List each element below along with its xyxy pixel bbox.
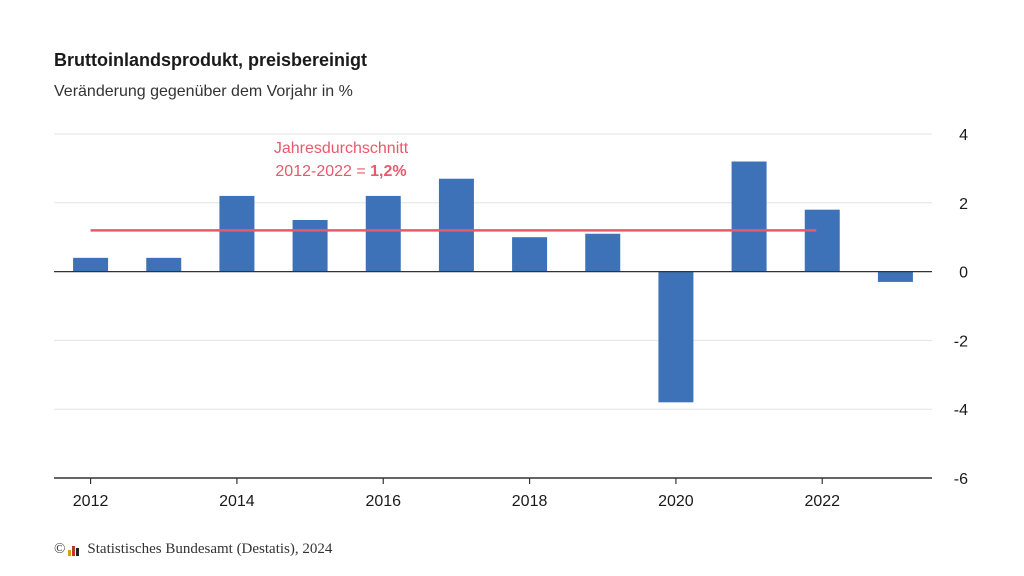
copyright-symbol: © bbox=[54, 541, 66, 557]
bar-2022 bbox=[804, 209, 840, 272]
average-label-line1: Jahresdurchschnitt bbox=[274, 140, 409, 157]
axes bbox=[54, 271, 932, 484]
x-tick-label: 2012 bbox=[73, 493, 109, 510]
y-tick-label: 0 bbox=[959, 265, 968, 282]
average-label-prefix: 2012-2022 = bbox=[275, 163, 370, 180]
bar-2015 bbox=[292, 220, 328, 272]
y-tick-label: -6 bbox=[954, 471, 968, 488]
x-tick-label: 2020 bbox=[658, 493, 694, 510]
chart-title: Bruttoinlandsprodukt, preisbereinigt bbox=[54, 50, 368, 70]
x-tick-label: 2022 bbox=[804, 493, 840, 510]
y-tick-label: 2 bbox=[959, 196, 968, 213]
x-tick-label: 2016 bbox=[365, 493, 401, 510]
bar-2023 bbox=[877, 271, 913, 282]
logo-bar-2 bbox=[72, 545, 76, 556]
average-label-value: 1,2% bbox=[370, 163, 406, 180]
bar-2017 bbox=[438, 178, 474, 272]
bar-2016 bbox=[365, 195, 401, 272]
logo-bar-1 bbox=[68, 549, 72, 556]
grid-lines bbox=[54, 133, 932, 410]
chart-subtitle: Veränderung gegenüber dem Vorjahr in % bbox=[54, 83, 353, 100]
y-tick-label: -2 bbox=[954, 333, 968, 350]
bar-2021 bbox=[731, 161, 767, 272]
y-tick-label: -4 bbox=[954, 402, 968, 419]
destatis-logo-icon bbox=[68, 544, 82, 556]
source-text: Statistisches Bundesamt (Destatis), 2024 bbox=[87, 541, 333, 557]
bars bbox=[73, 161, 913, 403]
x-tick-label: 2014 bbox=[219, 493, 255, 510]
bar-2019 bbox=[585, 233, 621, 272]
y-tick-label: 4 bbox=[959, 127, 968, 144]
logo-bar-3 bbox=[76, 547, 80, 556]
bar-2018 bbox=[512, 237, 548, 272]
bar-2020 bbox=[658, 271, 694, 403]
bar-2012 bbox=[73, 257, 109, 272]
bar-2014 bbox=[219, 195, 255, 272]
tick-labels: 4 2 0 -2 -4 -6 2012 2014 2016 2018 2020 2022 bbox=[73, 127, 968, 510]
x-tick-label: 2018 bbox=[512, 493, 548, 510]
source-footer: © Statistisches Bundesamt (Destatis), 20… bbox=[54, 541, 332, 558]
average-label-line2: 2012-2022 = 1,2% bbox=[275, 163, 406, 180]
bar-2013 bbox=[146, 257, 182, 272]
